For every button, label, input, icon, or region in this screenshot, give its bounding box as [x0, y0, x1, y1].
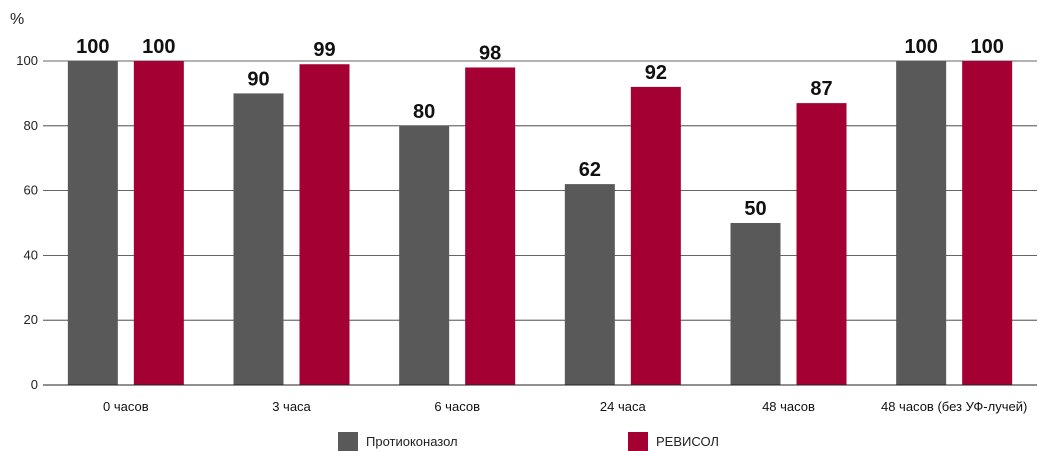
bar-series2-3 [630, 86, 681, 386]
bar-series1-5 [896, 61, 947, 385]
x-category-label: 6 часов [434, 399, 480, 414]
x-category-label: 3 часа [272, 399, 311, 414]
legend-swatch-1 [338, 432, 358, 451]
data-label: 100 [76, 36, 109, 58]
gridlines [43, 60, 1037, 321]
data-label: 80 [413, 101, 435, 123]
y-tick-label: 40 [24, 247, 38, 262]
data-label: 98 [479, 42, 501, 64]
x-category-label: 0 часов [103, 399, 149, 414]
data-label: 92 [645, 62, 667, 84]
y-axis-ticks: 0 20 40 60 80 100 [16, 53, 38, 392]
x-category-label: 48 часов [762, 399, 815, 414]
x-category-label: 48 часов (без УФ-лучей) [881, 399, 1027, 414]
legend-label-2: РЕВИСОЛ [656, 434, 719, 449]
bar-series1-3 [564, 184, 615, 385]
legend: Протиоконазол РЕВИСОЛ [338, 432, 719, 451]
bar-series1-2 [399, 125, 450, 386]
data-label: 50 [744, 198, 766, 220]
data-label: 99 [313, 39, 335, 61]
bar-series1-0 [67, 61, 118, 385]
y-tick-label: 60 [24, 183, 38, 198]
data-label: 100 [142, 36, 175, 58]
data-label: 90 [247, 68, 269, 90]
y-axis-unit-label: % [10, 11, 24, 28]
y-tick-label: 0 [31, 377, 38, 392]
data-label: 62 [579, 159, 601, 181]
bar-series2-0 [133, 61, 184, 385]
bar-series1-4 [730, 223, 781, 385]
bar-series1-1 [233, 93, 284, 386]
y-tick-label: 20 [24, 312, 38, 327]
data-label: 100 [970, 36, 1003, 58]
legend-label-1: Протиоконазол [366, 434, 458, 449]
y-tick-label: 100 [16, 53, 38, 68]
bar-series2-1 [299, 64, 350, 386]
bars [67, 61, 1013, 386]
legend-swatch-2 [628, 432, 648, 451]
x-category-label: 24 часа [600, 399, 647, 414]
data-label: 87 [810, 78, 832, 100]
y-tick-label: 80 [24, 118, 38, 133]
bar-series2-5 [962, 61, 1013, 385]
bar-series2-2 [465, 67, 516, 385]
bar-series2-4 [796, 103, 847, 386]
data-labels: 100 100 90 99 80 98 62 92 50 87 100 100 [76, 36, 1004, 220]
data-label: 100 [904, 36, 937, 58]
x-axis-categories: 0 часов 3 часа 6 часов 24 часа 48 часов 48 ча… [103, 399, 1027, 414]
